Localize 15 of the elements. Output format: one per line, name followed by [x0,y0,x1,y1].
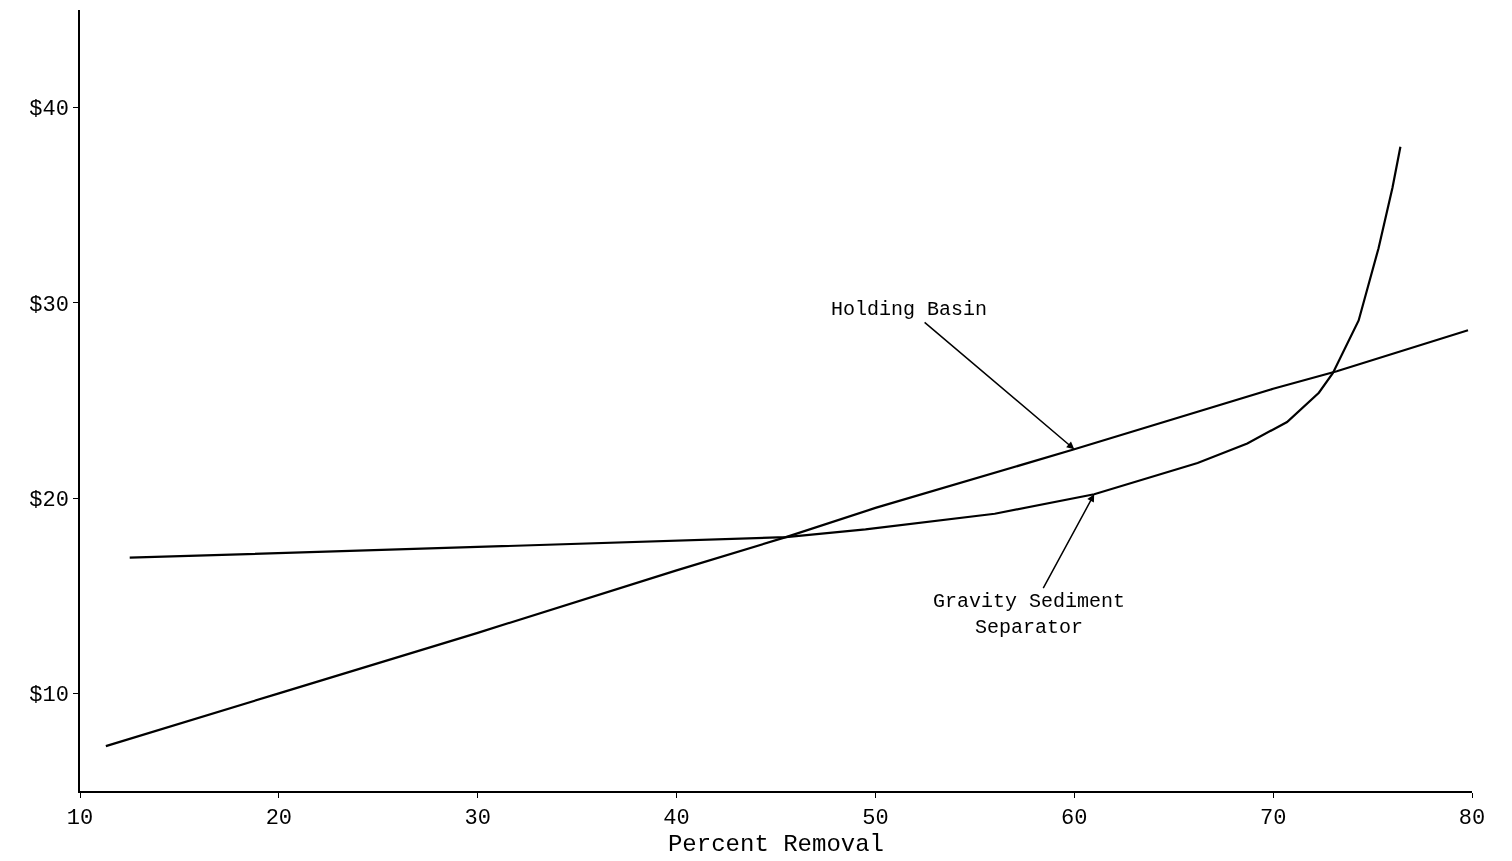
x-tick-label: 60 [1061,806,1088,832]
x-tick-label: 10 [66,806,94,832]
y-tick-label: $20 [29,487,69,513]
annotation: Holding Basin [831,298,988,321]
y-tick-label: $40 [29,97,69,123]
y-tick-label: $30 [29,292,69,318]
x-tick-label: 20 [265,806,293,832]
x-tick-label: 50 [862,806,889,832]
x-tick-label: 30 [464,806,491,832]
annotation: Gravity Sediment Separator [933,590,1126,639]
x-axis-title: Percent Removal [667,831,885,859]
x-tick-label: 40 [663,806,690,832]
y-tick-label: $10 [29,683,69,709]
x-tick-label: 80 [1458,806,1486,832]
x-tick-label: 70 [1259,806,1287,832]
